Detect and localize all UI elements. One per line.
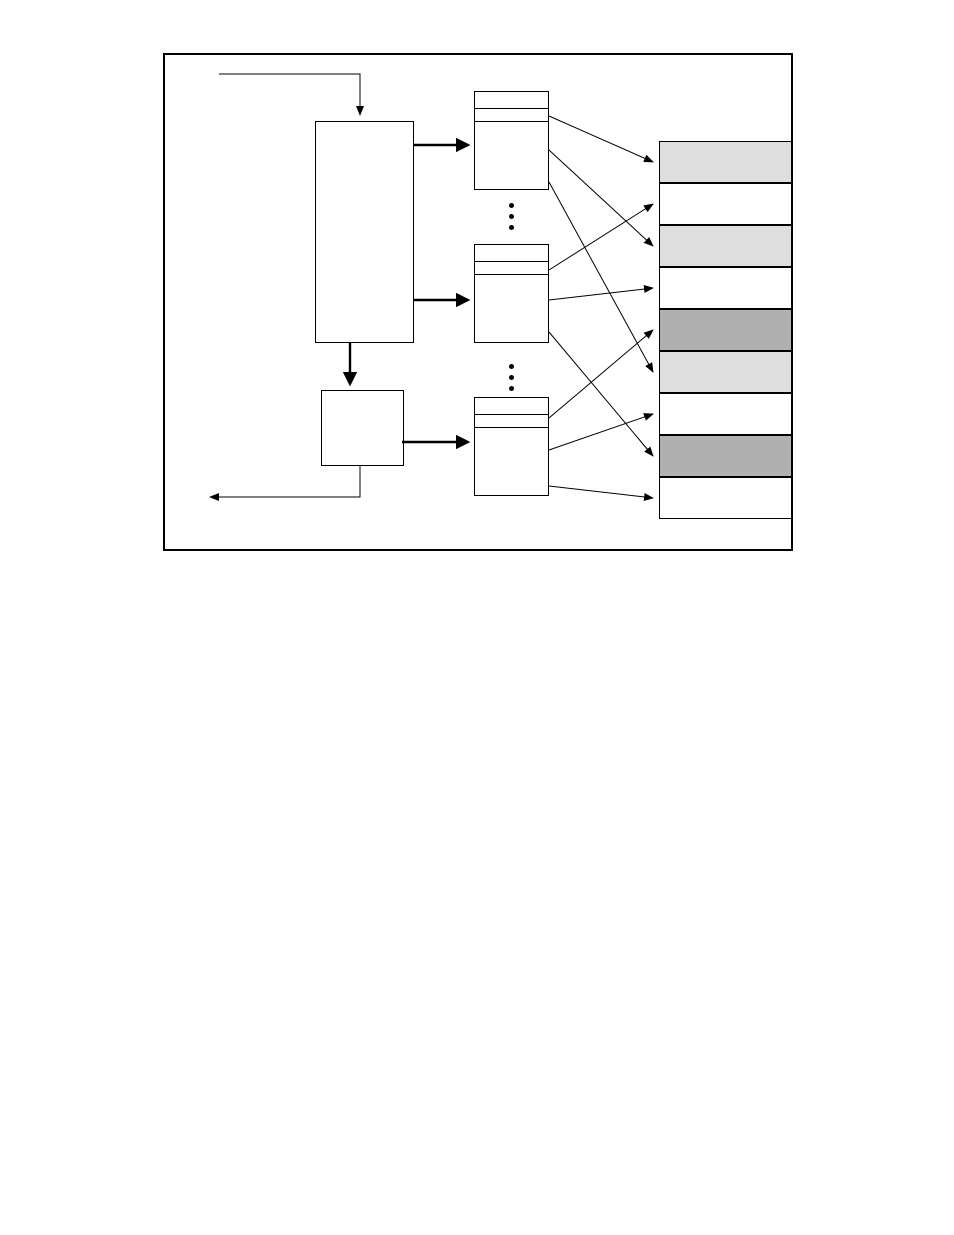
box-large [315,121,414,343]
table-cell-7 [659,435,792,477]
table-cell-5 [659,351,792,393]
ellipsis-dot [509,375,514,380]
table-cell-6 [659,393,792,435]
ellipsis-dot [509,225,514,230]
box-small [321,390,404,466]
ellipsis-dot [509,214,514,219]
diagram-stage [0,0,954,1235]
ellipsis-dot [509,203,514,208]
mid-box-2-line-a [474,261,549,262]
table-cell-8 [659,477,792,519]
table-cell-1 [659,183,792,225]
mid-box-3-line-a [474,414,549,415]
table-cell-3 [659,267,792,309]
table-cell-0 [659,141,792,183]
mid-box-1 [474,91,549,190]
mid-box-3-line-b [474,427,549,428]
mid-box-1-line-a [474,108,549,109]
ellipsis-dot [509,364,514,369]
mid-box-2-line-b [474,274,549,275]
table-cell-4 [659,309,792,351]
mid-box-1-line-b [474,121,549,122]
mid-box-3 [474,397,549,496]
mid-box-2 [474,244,549,343]
ellipsis-dot [509,386,514,391]
table-cell-2 [659,225,792,267]
